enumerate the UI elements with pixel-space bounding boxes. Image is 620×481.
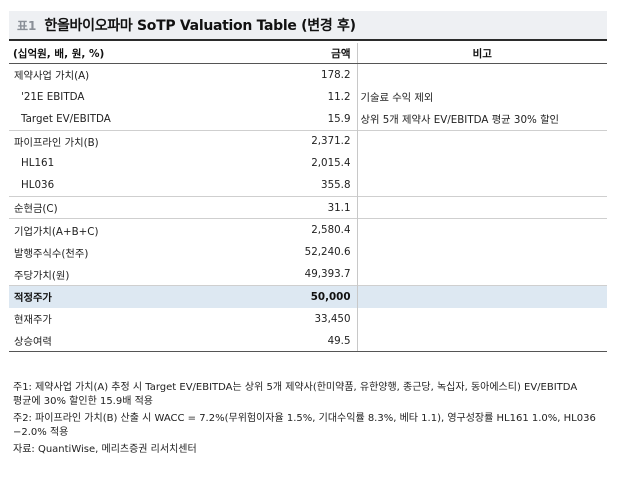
row-note: [357, 284, 607, 308]
title-bar: 표1 한올바이오파마 SoTP Valuation Table (변경 후): [9, 11, 607, 41]
row-amount: 33,450: [154, 307, 358, 330]
row-label: 제약사업 가치(A): [14, 70, 90, 83]
row-note: 상위 5개 제약사 EV/EBITDA 평균 30% 할인: [360, 114, 560, 127]
row-note: [357, 308, 607, 330]
table-row: 현재주가 33,450: [9, 307, 607, 330]
source-note: 자료: QuantiWise, 메리츠증권 리서치센터: [13, 444, 197, 455]
row-note: [357, 263, 607, 285]
row-label: 상승여력: [9, 329, 154, 353]
row-amount: 31.1: [154, 196, 358, 219]
row-label: 순현금(C): [9, 196, 154, 219]
row-label: 적정주가: [9, 284, 154, 308]
row-note: [357, 152, 607, 174]
row-note: [357, 241, 607, 263]
footnote-2: 주2: 파이프라인 가치(B) 산출 시 WACC = 7.2%(무위험이자율 …: [13, 413, 596, 438]
table-row: 발행주식수(천주) 52,240.6: [9, 241, 607, 264]
header-amount: 금액: [154, 43, 358, 64]
page-title: 한올바이오파마 SoTP Valuation Table (변경 후): [44, 18, 356, 34]
table-row: HL161 2,015.4: [9, 152, 607, 175]
table-row: 파이프라인 가치(B) 2,371.2: [9, 129, 607, 153]
table-header-row: (십억원, 배, 원, %) 금액 비고: [9, 43, 607, 64]
row-amount: 15.9: [154, 107, 358, 131]
table-row-target-price: 적정주가 50,000: [9, 284, 607, 308]
row-amount: 11.2: [154, 85, 358, 108]
row-note: 기술료 수익 제외: [360, 92, 434, 105]
row-amount: 52,240.6: [154, 241, 358, 264]
footnote-1: 주1: 제약사업 가치(A) 추정 시 Target EV/EBITDA는 상위…: [13, 382, 578, 407]
table-row: '21E EBITDA 11.2 기술료 수익 제외: [9, 85, 607, 108]
row-amount: 50,000: [154, 284, 358, 308]
header-note: 비고: [357, 43, 607, 64]
row-amount: 2,580.4: [154, 218, 358, 241]
row-note: [357, 64, 607, 86]
row-label: 기업가치(A+B+C): [9, 218, 154, 241]
table-row: 기업가치(A+B+C) 2,580.4: [9, 218, 607, 241]
row-label: '21E EBITDA: [21, 90, 85, 103]
row-label: 현재주가: [14, 314, 52, 327]
row-amount: 178.2: [154, 63, 358, 86]
row-note: [357, 174, 607, 196]
table-row: 순현금(C) 31.1: [9, 196, 607, 219]
row-amount: 2,371.2: [154, 129, 358, 153]
row-amount: 2,015.4: [154, 152, 358, 175]
row-label: HL161: [21, 157, 55, 170]
row-label: HL036: [21, 179, 55, 192]
table-row: 상승여력 49.5: [9, 329, 607, 353]
row-amount: 355.8: [154, 174, 358, 197]
table-row: 제약사업 가치(A) 178.2: [9, 63, 607, 86]
row-amount: 49,393.7: [154, 263, 358, 286]
header-unit-label: (십억원, 배, 원, %): [9, 43, 154, 64]
row-label: Target EV/EBITDA: [21, 112, 111, 125]
footnotes: 주1: 제약사업 가치(A) 추정 시 Target EV/EBITDA는 상위…: [13, 381, 605, 460]
row-label: 주당가치(원): [14, 269, 70, 282]
row-note: [357, 329, 607, 353]
table-row: 주당가치(원) 49,393.7: [9, 263, 607, 286]
row-note: [357, 196, 607, 219]
row-amount: 49.5: [154, 329, 358, 353]
row-label: 발행주식수(천주): [14, 247, 89, 260]
table-number-label: 표1: [17, 18, 37, 33]
row-label: 파이프라인 가치(B): [9, 129, 154, 153]
row-note: [357, 218, 607, 241]
table-row: Target EV/EBITDA 15.9 상위 5개 제약사 EV/EBITD…: [9, 107, 607, 131]
table-row: HL036 355.8: [9, 174, 607, 197]
row-note: [357, 129, 607, 153]
valuation-table: (십억원, 배, 원, %) 금액 비고 제약사업 가치(A) 178.2 '2…: [9, 43, 607, 353]
